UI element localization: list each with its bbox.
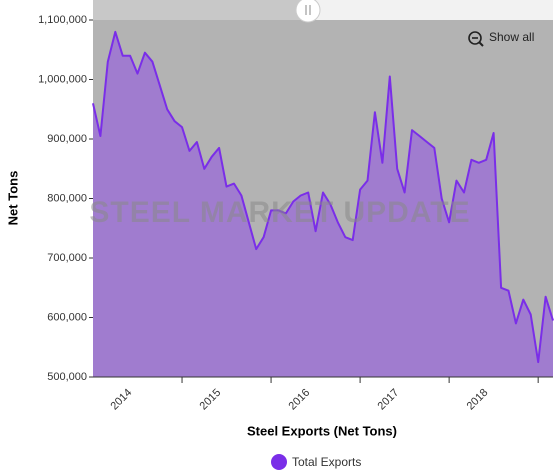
y-tick-label: 700,000 xyxy=(47,252,87,264)
y-tick-label: 600,000 xyxy=(47,311,87,323)
x-tick-label: 2018 xyxy=(465,387,491,413)
legend-label[interactable]: Total Exports xyxy=(292,455,361,469)
button-label[interactable]: Show all xyxy=(489,30,534,44)
navigator-shade xyxy=(93,0,308,20)
x-tick-label: 2016 xyxy=(287,387,313,413)
area-fill xyxy=(93,31,553,378)
watermark: STEEL MARKET UPDATE xyxy=(89,196,470,229)
navigator-window xyxy=(308,0,553,20)
legend-swatch[interactable] xyxy=(271,454,287,470)
y-tick-label: 800,000 xyxy=(47,192,87,204)
show-all-button[interactable]: Show all xyxy=(468,30,534,47)
line xyxy=(92,30,554,364)
zoom-icon xyxy=(468,31,482,45)
y-tick-label: 1,100,000 xyxy=(38,14,87,26)
x-tick-label: 2014 xyxy=(108,387,134,413)
y-tick-label: 500,000 xyxy=(47,371,87,383)
navigator-handle[interactable] xyxy=(295,0,321,23)
x-tick-label: 2017 xyxy=(376,387,402,413)
x-tick-label: 2015 xyxy=(198,387,224,413)
y-tick-label: 900,000 xyxy=(47,133,87,145)
y-tick-label: 1,000,000 xyxy=(38,73,87,85)
zoom-icon xyxy=(478,41,484,47)
y-axis-title: Net Tons xyxy=(5,171,20,226)
x-axis-title: Steel Exports (Net Tons) xyxy=(247,423,397,438)
